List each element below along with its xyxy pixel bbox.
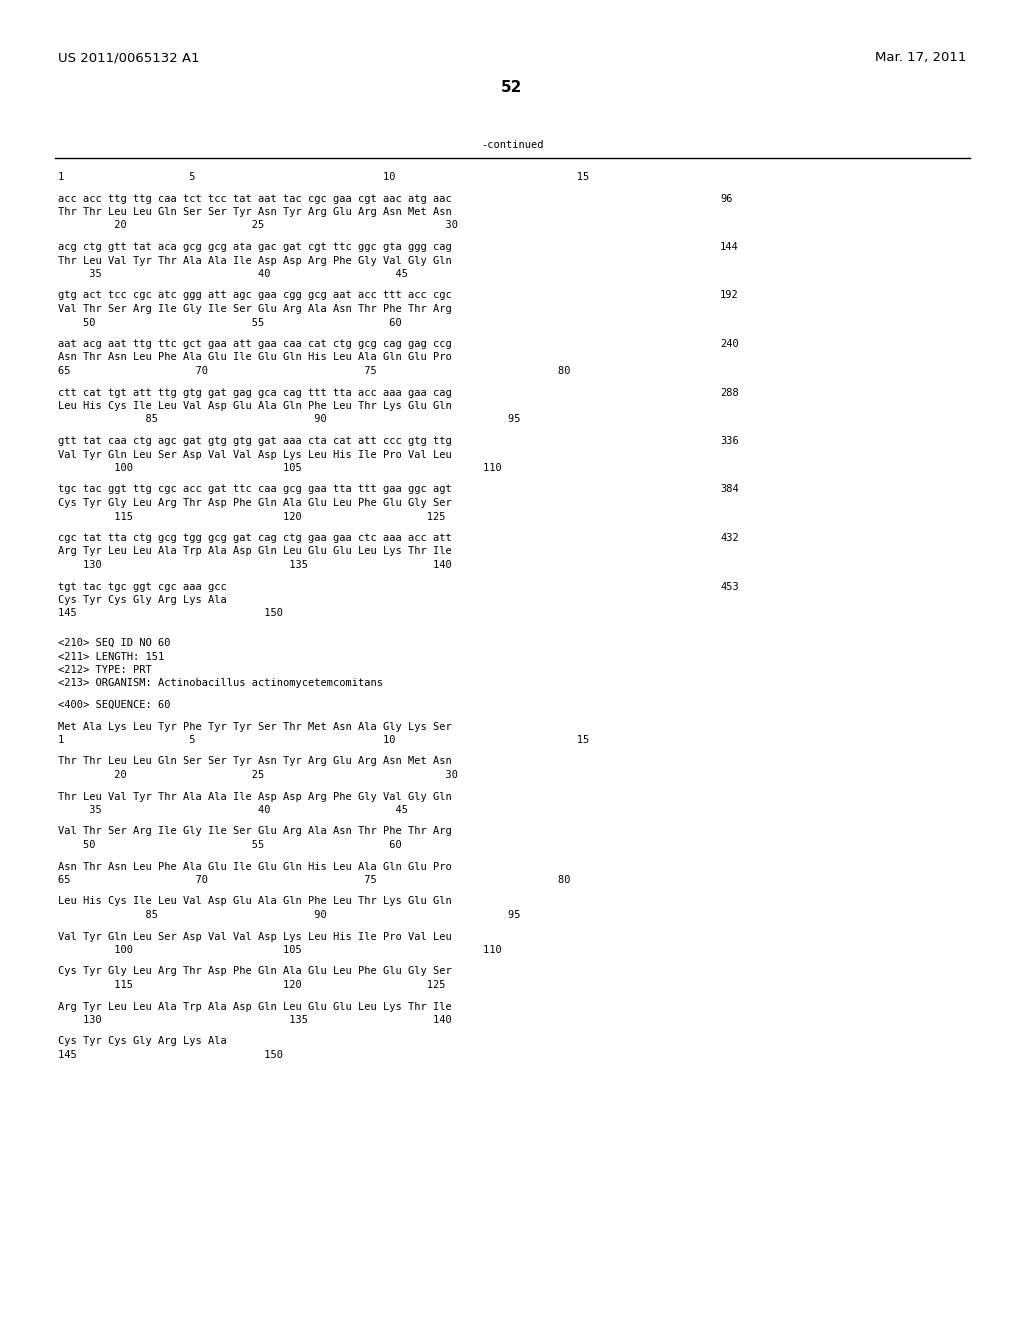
Text: Arg Tyr Leu Leu Ala Trp Ala Asp Gln Leu Glu Glu Leu Lys Thr Ile: Arg Tyr Leu Leu Ala Trp Ala Asp Gln Leu … (58, 1002, 452, 1011)
Text: Leu His Cys Ile Leu Val Asp Glu Ala Gln Phe Leu Thr Lys Glu Gln: Leu His Cys Ile Leu Val Asp Glu Ala Gln … (58, 401, 452, 411)
Text: 35                         40                    45: 35 40 45 (58, 805, 408, 814)
Text: 130                              135                    140: 130 135 140 (58, 560, 452, 570)
Text: acg ctg gtt tat aca gcg gcg ata gac gat cgt ttc ggc gta ggg cag: acg ctg gtt tat aca gcg gcg ata gac gat … (58, 242, 452, 252)
Text: 192: 192 (720, 290, 738, 301)
Text: Cys Tyr Gly Leu Arg Thr Asp Phe Gln Ala Glu Leu Phe Glu Gly Ser: Cys Tyr Gly Leu Arg Thr Asp Phe Gln Ala … (58, 966, 452, 977)
Text: 432: 432 (720, 533, 738, 543)
Text: Asn Thr Asn Leu Phe Ala Glu Ile Glu Gln His Leu Ala Gln Glu Pro: Asn Thr Asn Leu Phe Ala Glu Ile Glu Gln … (58, 352, 452, 363)
Text: aat acg aat ttg ttc gct gaa att gaa caa cat ctg gcg cag gag ccg: aat acg aat ttg ttc gct gaa att gaa caa … (58, 339, 452, 348)
Text: Val Thr Ser Arg Ile Gly Ile Ser Glu Arg Ala Asn Thr Phe Thr Arg: Val Thr Ser Arg Ile Gly Ile Ser Glu Arg … (58, 304, 452, 314)
Text: cgc tat tta ctg gcg tgg gcg gat cag ctg gaa gaa ctc aaa acc att: cgc tat tta ctg gcg tgg gcg gat cag ctg … (58, 533, 452, 543)
Text: 96: 96 (720, 194, 732, 203)
Text: Cys Tyr Cys Gly Arg Lys Ala: Cys Tyr Cys Gly Arg Lys Ala (58, 595, 226, 605)
Text: 1                    5                              10                          : 1 5 10 (58, 735, 589, 744)
Text: <212> TYPE: PRT: <212> TYPE: PRT (58, 665, 152, 675)
Text: Arg Tyr Leu Leu Ala Trp Ala Asp Gln Leu Glu Glu Leu Lys Thr Ile: Arg Tyr Leu Leu Ala Trp Ala Asp Gln Leu … (58, 546, 452, 557)
Text: 144: 144 (720, 242, 738, 252)
Text: Thr Leu Val Tyr Thr Ala Ala Ile Asp Asp Arg Phe Gly Val Gly Gln: Thr Leu Val Tyr Thr Ala Ala Ile Asp Asp … (58, 792, 452, 801)
Text: 1                    5                              10                          : 1 5 10 (58, 172, 589, 182)
Text: Val Tyr Gln Leu Ser Asp Val Val Asp Lys Leu His Ile Pro Val Leu: Val Tyr Gln Leu Ser Asp Val Val Asp Lys … (58, 450, 452, 459)
Text: 100                        105                             110: 100 105 110 (58, 463, 502, 473)
Text: <400> SEQUENCE: 60: <400> SEQUENCE: 60 (58, 700, 171, 710)
Text: 115                        120                    125: 115 120 125 (58, 979, 445, 990)
Text: 130                              135                    140: 130 135 140 (58, 1015, 452, 1026)
Text: acc acc ttg ttg caa tct tcc tat aat tac cgc gaa cgt aac atg aac: acc acc ttg ttg caa tct tcc tat aat tac … (58, 194, 452, 203)
Text: 145                              150: 145 150 (58, 609, 283, 619)
Text: Val Thr Ser Arg Ile Gly Ile Ser Glu Arg Ala Asn Thr Phe Thr Arg: Val Thr Ser Arg Ile Gly Ile Ser Glu Arg … (58, 826, 452, 837)
Text: 65                    70                         75                             : 65 70 75 (58, 875, 570, 884)
Text: 52: 52 (502, 81, 522, 95)
Text: 100                        105                             110: 100 105 110 (58, 945, 502, 954)
Text: 85                         90                             95: 85 90 95 (58, 414, 520, 425)
Text: 145                              150: 145 150 (58, 1049, 283, 1060)
Text: tgt tac tgc ggt cgc aaa gcc: tgt tac tgc ggt cgc aaa gcc (58, 582, 226, 591)
Text: gtt tat caa ctg agc gat gtg gtg gat aaa cta cat att ccc gtg ttg: gtt tat caa ctg agc gat gtg gtg gat aaa … (58, 436, 452, 446)
Text: 85                         90                             95: 85 90 95 (58, 909, 520, 920)
Text: Cys Tyr Gly Leu Arg Thr Asp Phe Gln Ala Glu Leu Phe Glu Gly Ser: Cys Tyr Gly Leu Arg Thr Asp Phe Gln Ala … (58, 498, 452, 508)
Text: 288: 288 (720, 388, 738, 397)
Text: 453: 453 (720, 582, 738, 591)
Text: 35                         40                    45: 35 40 45 (58, 269, 408, 279)
Text: 115                        120                    125: 115 120 125 (58, 511, 445, 521)
Text: ctt cat tgt att ttg gtg gat gag gca cag ttt tta acc aaa gaa cag: ctt cat tgt att ttg gtg gat gag gca cag … (58, 388, 452, 397)
Text: Mar. 17, 2011: Mar. 17, 2011 (874, 51, 966, 65)
Text: Thr Thr Leu Leu Gln Ser Ser Tyr Asn Tyr Arg Glu Arg Asn Met Asn: Thr Thr Leu Leu Gln Ser Ser Tyr Asn Tyr … (58, 756, 452, 767)
Text: 50                         55                    60: 50 55 60 (58, 840, 401, 850)
Text: -continued: -continued (480, 140, 544, 150)
Text: <213> ORGANISM: Actinobacillus actinomycetemcomitans: <213> ORGANISM: Actinobacillus actinomyc… (58, 678, 383, 689)
Text: US 2011/0065132 A1: US 2011/0065132 A1 (58, 51, 200, 65)
Text: Met Ala Lys Leu Tyr Phe Tyr Tyr Ser Thr Met Asn Ala Gly Lys Ser: Met Ala Lys Leu Tyr Phe Tyr Tyr Ser Thr … (58, 722, 452, 731)
Text: Val Tyr Gln Leu Ser Asp Val Val Asp Lys Leu His Ile Pro Val Leu: Val Tyr Gln Leu Ser Asp Val Val Asp Lys … (58, 932, 452, 941)
Text: Thr Leu Val Tyr Thr Ala Ala Ile Asp Asp Arg Phe Gly Val Gly Gln: Thr Leu Val Tyr Thr Ala Ala Ile Asp Asp … (58, 256, 452, 265)
Text: 50                         55                    60: 50 55 60 (58, 318, 401, 327)
Text: tgc tac ggt ttg cgc acc gat ttc caa gcg gaa tta ttt gaa ggc agt: tgc tac ggt ttg cgc acc gat ttc caa gcg … (58, 484, 452, 495)
Text: 240: 240 (720, 339, 738, 348)
Text: <211> LENGTH: 151: <211> LENGTH: 151 (58, 652, 164, 661)
Text: Leu His Cys Ile Leu Val Asp Glu Ala Gln Phe Leu Thr Lys Glu Gln: Leu His Cys Ile Leu Val Asp Glu Ala Gln … (58, 896, 452, 907)
Text: <210> SEQ ID NO 60: <210> SEQ ID NO 60 (58, 638, 171, 648)
Text: 384: 384 (720, 484, 738, 495)
Text: 65                    70                         75                             : 65 70 75 (58, 366, 570, 376)
Text: Thr Thr Leu Leu Gln Ser Ser Tyr Asn Tyr Arg Glu Arg Asn Met Asn: Thr Thr Leu Leu Gln Ser Ser Tyr Asn Tyr … (58, 207, 452, 216)
Text: Cys Tyr Cys Gly Arg Lys Ala: Cys Tyr Cys Gly Arg Lys Ala (58, 1036, 226, 1047)
Text: 336: 336 (720, 436, 738, 446)
Text: Asn Thr Asn Leu Phe Ala Glu Ile Glu Gln His Leu Ala Gln Glu Pro: Asn Thr Asn Leu Phe Ala Glu Ile Glu Gln … (58, 862, 452, 871)
Text: 20                    25                             30: 20 25 30 (58, 220, 458, 231)
Text: 20                    25                             30: 20 25 30 (58, 770, 458, 780)
Text: gtg act tcc cgc atc ggg att agc gaa cgg gcg aat acc ttt acc cgc: gtg act tcc cgc atc ggg att agc gaa cgg … (58, 290, 452, 301)
